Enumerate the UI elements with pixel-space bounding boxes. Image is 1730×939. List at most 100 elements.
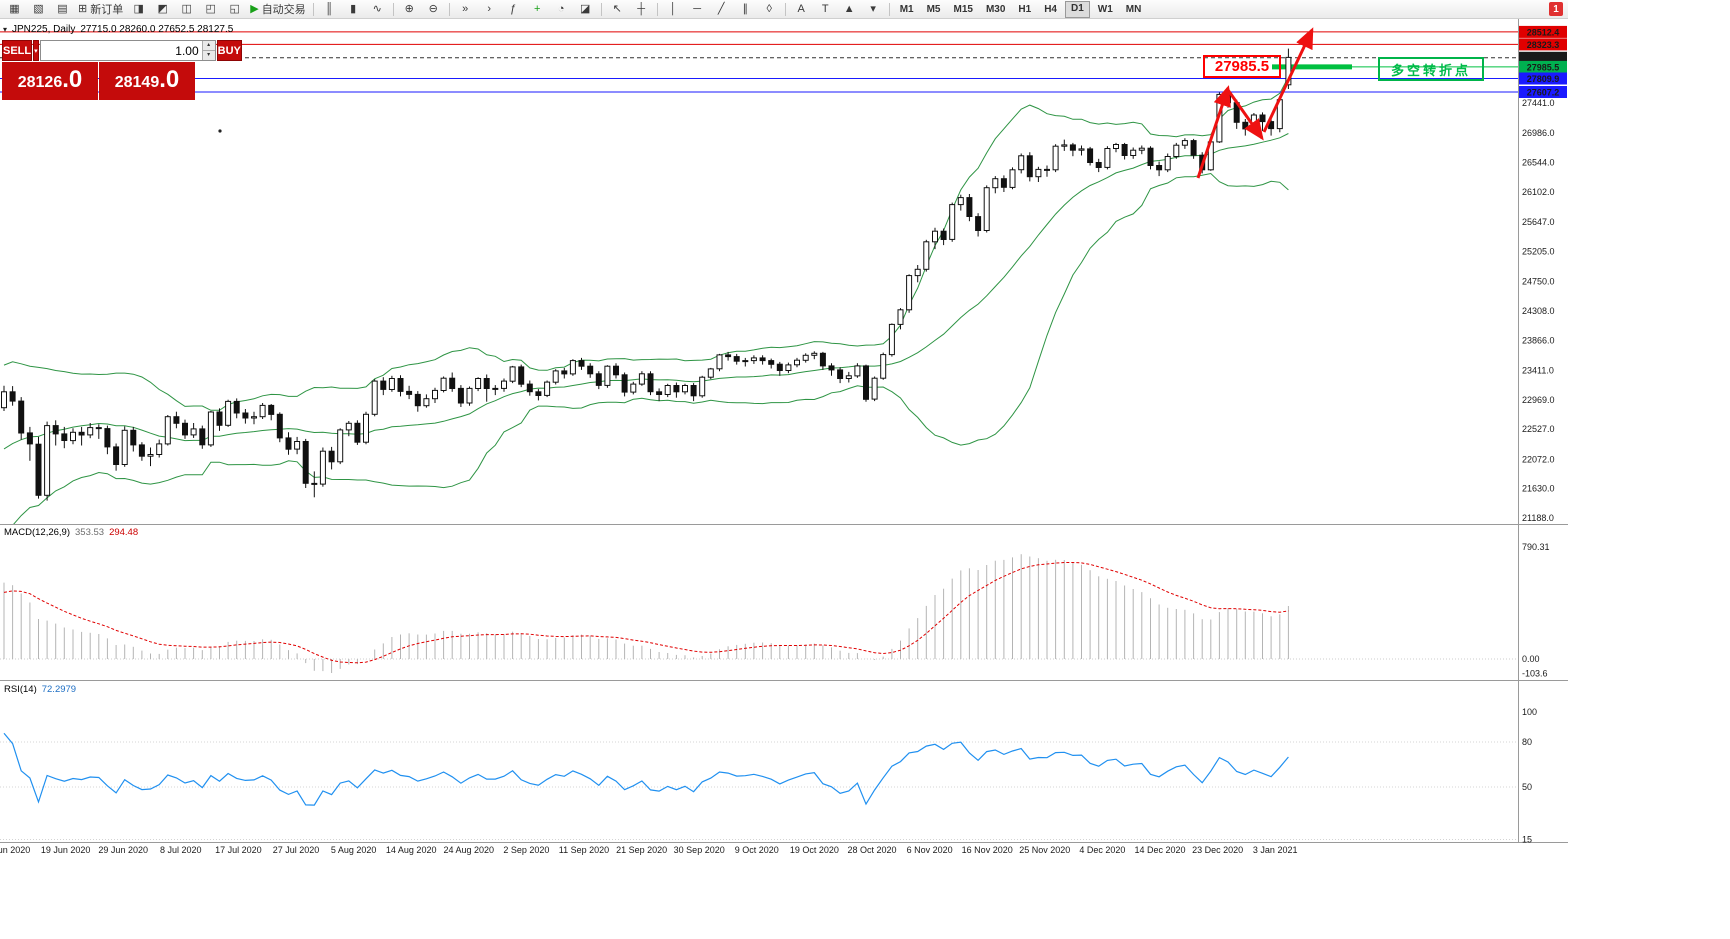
chart-shift-icon: › <box>487 3 492 15</box>
timeframe-m1[interactable]: M1 <box>899 3 914 15</box>
line-chart-icon[interactable]: ∿ <box>366 1 389 17</box>
candle-body <box>1044 168 1050 171</box>
rsi-panel[interactable] <box>0 732 1518 840</box>
data-window-icon[interactable]: ◫ <box>175 1 198 17</box>
horizontal-line-icon[interactable]: ─ <box>686 1 709 17</box>
candle-body <box>337 429 344 463</box>
timeframe-m30[interactable]: M30 <box>985 3 1006 15</box>
cursor-icon[interactable]: ↖ <box>606 1 629 17</box>
timeframe-m15[interactable]: M15 <box>953 3 973 15</box>
templates-icon[interactable]: ◪ <box>574 1 597 17</box>
date-tick-label: 24 Aug 2020 <box>444 845 495 855</box>
volume-dropdown-button[interactable]: ▾ <box>33 40 39 61</box>
candle-body <box>811 352 818 356</box>
bollinger-upper-band <box>3 76 1289 411</box>
market-watch-icon[interactable]: ◩ <box>151 1 174 17</box>
zoom-in-icon[interactable]: ⊕ <box>398 1 421 17</box>
timeframe-d1[interactable]: D1 <box>1065 0 1090 18</box>
trend-arrow[interactable] <box>1196 85 1231 179</box>
auto-scroll-icon[interactable]: » <box>454 1 477 17</box>
navigator-icon[interactable]: ◰ <box>199 1 222 17</box>
macd-panel[interactable] <box>0 554 1518 673</box>
buy-price[interactable]: 28149.0 <box>99 62 195 100</box>
timeframe-m5[interactable]: M5 <box>926 3 941 15</box>
channel-icon[interactable]: ∥ <box>734 1 757 17</box>
shapes-icon[interactable]: ▲ <box>838 1 861 17</box>
autotrading-button[interactable]: ▶ 自动交易 <box>247 1 308 17</box>
candle-body <box>845 375 852 379</box>
candle-body <box>552 370 559 383</box>
autotrading-icon: ▶ <box>250 3 259 15</box>
buy-button[interactable]: BUY <box>216 40 242 61</box>
indicators-icon[interactable]: ƒ <box>502 1 525 17</box>
rsi-tick-label: 50 <box>1522 782 1532 792</box>
date-tick-label: 30 Sep 2020 <box>674 845 725 855</box>
price-axis-badge-label: 28122.5 <box>1527 53 1560 63</box>
timeframe-h1[interactable]: H1 <box>1018 3 1032 15</box>
date-tick-label: 19 Oct 2020 <box>790 845 839 855</box>
crosshair-icon[interactable]: ┼ <box>630 1 653 17</box>
candle-body <box>1190 140 1197 156</box>
candle-body <box>44 425 51 496</box>
timeframe-h4[interactable]: H4 <box>1044 3 1057 15</box>
templates-icon: ◪ <box>579 3 591 15</box>
date-tick-label: 21 Sep 2020 <box>616 845 667 855</box>
terminal-icon[interactable]: ◱ <box>223 1 246 17</box>
candle-body <box>1173 144 1180 157</box>
candle-body <box>501 380 507 389</box>
timeframe-mn[interactable]: MN <box>1125 3 1142 15</box>
add-indicator-icon[interactable]: + <box>526 1 549 17</box>
candle-body <box>466 387 473 404</box>
timeframe-w1[interactable]: W1 <box>1097 3 1113 15</box>
one-click-toggle-icon[interactable]: ▾ <box>3 25 8 34</box>
volume-up-button[interactable]: ▴ <box>201 41 215 50</box>
text-label-icon[interactable]: T <box>814 1 837 17</box>
rsi-tick-label: 100 <box>1522 707 1537 717</box>
chart-area[interactable]: 27441.0 26986.0 26544.0 26102.0 25647.0 25205… <box>0 0 1568 862</box>
trendline-icon[interactable]: ╱ <box>710 1 733 17</box>
fibonacci-icon[interactable]: ◊ <box>758 1 781 17</box>
volume-input[interactable] <box>40 41 202 60</box>
sell-price[interactable]: 28126.0 <box>2 62 98 100</box>
candle-body <box>630 383 637 393</box>
volume-down-button[interactable]: ▾ <box>201 50 215 60</box>
candles-chart-icon[interactable]: ▮ <box>342 1 365 17</box>
profiles-icon[interactable]: ▧ <box>27 1 50 17</box>
candle-body <box>9 391 16 402</box>
candle-body <box>1035 168 1042 178</box>
candle-body <box>1285 56 1292 86</box>
vertical-line-icon[interactable]: │ <box>662 1 685 17</box>
candle-body <box>690 385 697 397</box>
trend-arrow[interactable] <box>1226 89 1264 141</box>
metaeditor-icon[interactable]: ◨ <box>127 1 150 17</box>
buy-price-int: 28149 <box>114 74 160 91</box>
zoom-out-icon[interactable]: ⊖ <box>422 1 445 17</box>
toolbar-separator <box>392 2 394 16</box>
rsi-indicator-label: RSI(14) 72.2979 <box>4 684 76 695</box>
bars-chart-icon[interactable]: ║ <box>318 1 341 17</box>
new-order-label: 新订单 <box>90 4 124 16</box>
periods-icon[interactable]: ◔ <box>550 1 573 17</box>
sell-button[interactable]: SELL <box>2 40 33 61</box>
chart-shift-icon[interactable]: › <box>478 1 501 17</box>
new-order-button[interactable]: ⊞ 新订单 <box>75 1 126 17</box>
toolbar-separator <box>656 2 658 16</box>
candle-body <box>768 360 775 365</box>
shapes-dropdown-icon[interactable]: ▾ <box>862 1 885 17</box>
new-chart-icon[interactable]: ▦ <box>3 1 26 17</box>
text-icon[interactable]: A <box>790 1 813 17</box>
candle-body <box>837 369 844 379</box>
date-tick-label: 8 Jul 2020 <box>160 845 202 855</box>
charts-list-icon[interactable]: ▤ <box>51 1 74 17</box>
price-callout-box[interactable]: 27985.5 <box>1203 55 1281 78</box>
candle-body <box>345 422 352 431</box>
candle-body <box>535 391 542 396</box>
candle-body <box>1242 121 1249 130</box>
turning-point-box[interactable]: 多空转折点 <box>1378 57 1484 81</box>
candle-body <box>475 378 482 389</box>
trend-arrow[interactable] <box>1262 27 1314 133</box>
cursor-icon: ↖ <box>612 3 622 15</box>
price-panel[interactable] <box>0 27 1518 533</box>
notifications-badge[interactable]: 1 <box>1549 2 1563 16</box>
candle-body <box>406 390 413 395</box>
